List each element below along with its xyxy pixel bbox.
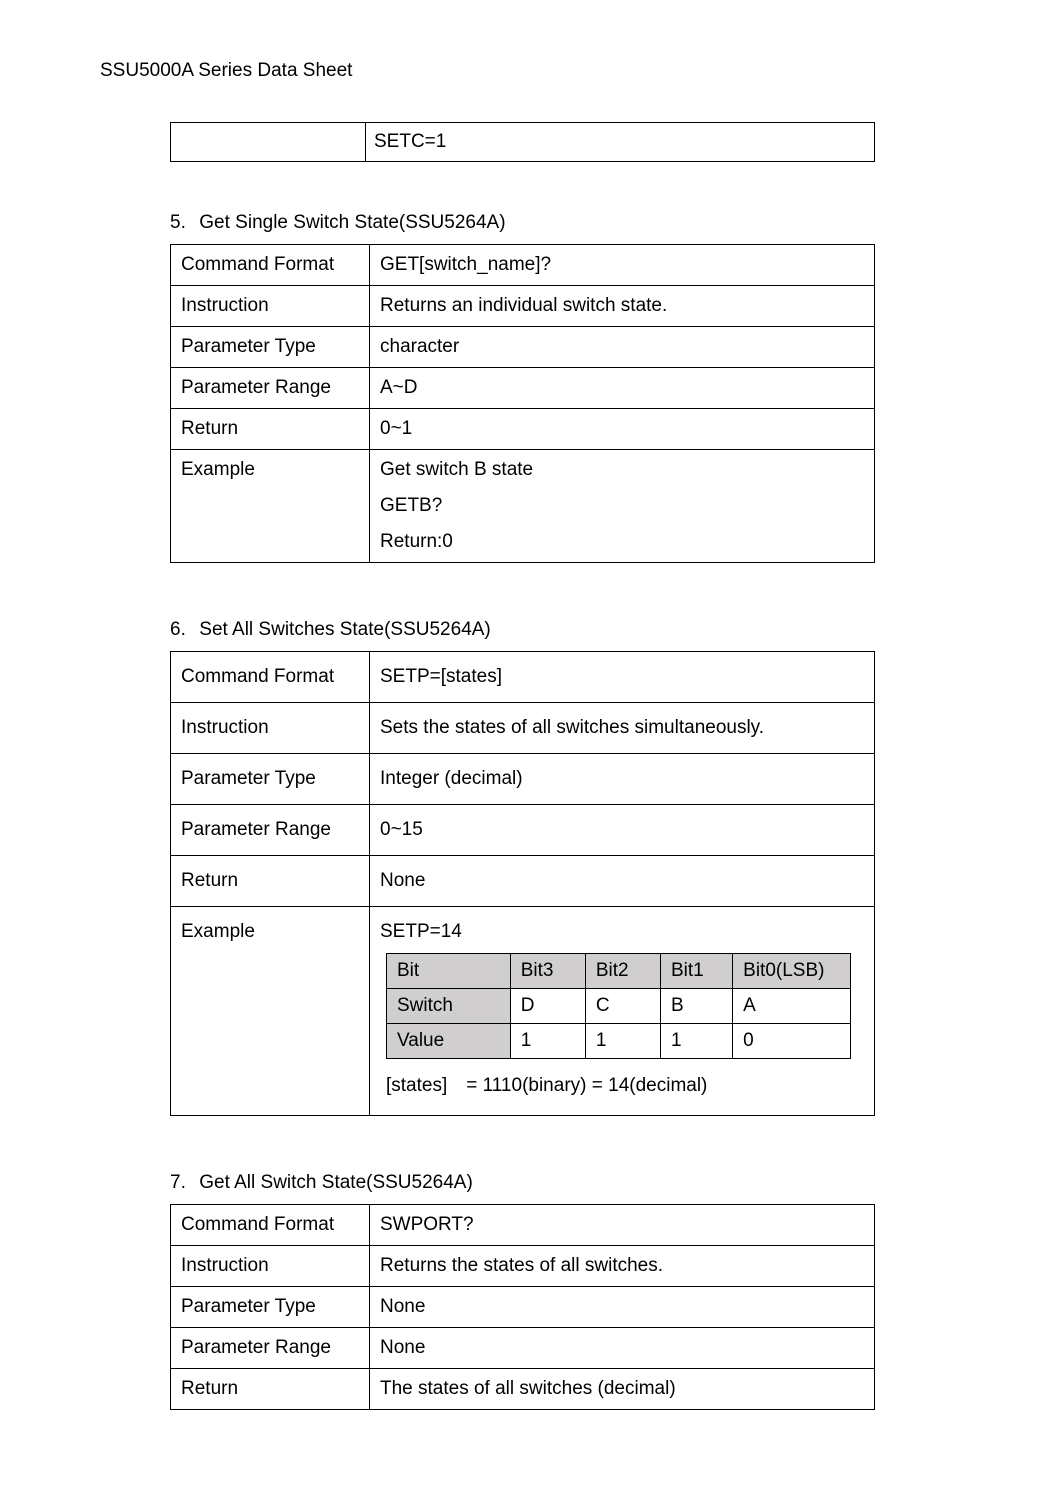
row-value: GET[switch_name]? <box>370 245 875 286</box>
row-value: Get switch B state GETB? Return:0 <box>370 450 875 563</box>
page-content: SETC=1 5. Get Single Switch State(SSU526… <box>170 122 875 1410</box>
bit-header-cell: Bit1 <box>660 954 732 989</box>
row-label: Return <box>171 1369 370 1410</box>
bit-header-cell: Bit0(LSB) <box>733 954 850 989</box>
row-value: A~D <box>370 368 875 409</box>
row-label: Example <box>171 450 370 563</box>
bit-cell: Value <box>387 1024 511 1059</box>
table-row: Example Get switch B state GETB? Return:0 <box>171 450 875 563</box>
row-label: Parameter Type <box>171 754 370 805</box>
table-row: Value1110 <box>387 1024 851 1059</box>
row-label: Parameter Type <box>171 327 370 368</box>
bit-cell: 1 <box>510 1024 585 1059</box>
table-row: Command FormatSETP=[states] <box>171 652 875 703</box>
table-row: Command FormatSWPORT? <box>171 1205 875 1246</box>
row-value: character <box>370 327 875 368</box>
example-line: Return:0 <box>380 531 864 553</box>
row-label: Parameter Range <box>171 1328 370 1369</box>
section-number: 5. <box>170 212 194 234</box>
row-value: Returns an individual switch state. <box>370 286 875 327</box>
command-table: Command FormatSETP=[states]InstructionSe… <box>170 651 875 1116</box>
table-row: InstructionReturns the states of all swi… <box>171 1246 875 1287</box>
row-value: 0~1 <box>370 409 875 450</box>
row-value: None <box>370 1287 875 1328</box>
document-page: SSU5000A Series Data Sheet SETC=1 5. Get… <box>0 0 1060 1498</box>
command-table: Command FormatGET[switch_name]?Instructi… <box>170 244 875 563</box>
section-title-text: Get Single Switch State(SSU5264A) <box>194 212 506 233</box>
bit-header-cell: Bit3 <box>510 954 585 989</box>
bit-cell: Switch <box>387 989 511 1024</box>
top-fragment-table: SETC=1 <box>170 122 875 162</box>
table-row: ExampleSETP=14BitBit3Bit2Bit1Bit0(LSB)Sw… <box>171 907 875 1116</box>
row-value: SETP=14BitBit3Bit2Bit1Bit0(LSB)SwitchDCB… <box>370 907 875 1116</box>
row-value: Integer (decimal) <box>370 754 875 805</box>
row-label: Return <box>171 409 370 450</box>
row-value: 0~15 <box>370 805 875 856</box>
row-label: Parameter Range <box>171 805 370 856</box>
table-row: Return0~1 <box>171 409 875 450</box>
table-row: ReturnThe states of all switches (decima… <box>171 1369 875 1410</box>
bit-table: BitBit3Bit2Bit1Bit0(LSB)SwitchDCBAValue1… <box>386 953 851 1059</box>
example-line: GETB? <box>380 495 864 517</box>
table-row: SwitchDCBA <box>387 989 851 1024</box>
section-number: 7. <box>170 1172 194 1194</box>
table-row: Parameter Typecharacter <box>171 327 875 368</box>
section-title-text: Get All Switch State(SSU5264A) <box>194 1172 473 1193</box>
section-title: 6. Set All Switches State(SSU5264A) <box>170 619 875 641</box>
bit-cell: 1 <box>585 1024 660 1059</box>
table-row: Parameter TypeInteger (decimal) <box>171 754 875 805</box>
row-value: None <box>370 1328 875 1369</box>
bit-header-cell: Bit2 <box>585 954 660 989</box>
row-value: Sets the states of all switches simultan… <box>370 703 875 754</box>
table-row: Parameter TypeNone <box>171 1287 875 1328</box>
table-row: SETC=1 <box>171 123 875 162</box>
row-value: Returns the states of all switches. <box>370 1246 875 1287</box>
table-row: Parameter Range0~15 <box>171 805 875 856</box>
row-label: Instruction <box>171 703 370 754</box>
table-row: Parameter RangeNone <box>171 1328 875 1369</box>
row-label: Instruction <box>171 1246 370 1287</box>
setp-line: SETP=14 <box>380 921 864 943</box>
row-value: SWPORT? <box>370 1205 875 1246</box>
table-row: InstructionSets the states of all switch… <box>171 703 875 754</box>
states-line: [states] = 1110(binary) = 14(decimal) <box>386 1075 864 1097</box>
fragment-value-cell: SETC=1 <box>366 123 875 162</box>
bit-cell: A <box>733 989 850 1024</box>
row-value: None <box>370 856 875 907</box>
row-label: Example <box>171 907 370 1116</box>
bit-header-cell: Bit <box>387 954 511 989</box>
bit-cell: D <box>510 989 585 1024</box>
example-line: Get switch B state <box>380 459 864 481</box>
row-label: Command Format <box>171 1205 370 1246</box>
row-label: Command Format <box>171 652 370 703</box>
row-label: Instruction <box>171 286 370 327</box>
command-table: Command FormatSWPORT?InstructionReturns … <box>170 1204 875 1410</box>
bit-cell: B <box>660 989 732 1024</box>
table-row: BitBit3Bit2Bit1Bit0(LSB) <box>387 954 851 989</box>
row-label: Parameter Type <box>171 1287 370 1328</box>
row-label: Return <box>171 856 370 907</box>
section-title: 7. Get All Switch State(SSU5264A) <box>170 1172 875 1194</box>
table-row: ReturnNone <box>171 856 875 907</box>
table-row: InstructionReturns an individual switch … <box>171 286 875 327</box>
row-label: Parameter Range <box>171 368 370 409</box>
section-title: 5. Get Single Switch State(SSU5264A) <box>170 212 875 234</box>
row-value: The states of all switches (decimal) <box>370 1369 875 1410</box>
section-title-text: Set All Switches State(SSU5264A) <box>194 619 491 640</box>
bit-cell: 0 <box>733 1024 850 1059</box>
bit-cell: C <box>585 989 660 1024</box>
fragment-label-cell <box>171 123 366 162</box>
table-row: Parameter RangeA~D <box>171 368 875 409</box>
section-number: 6. <box>170 619 194 641</box>
row-label: Command Format <box>171 245 370 286</box>
table-row: Command FormatGET[switch_name]? <box>171 245 875 286</box>
page-header: SSU5000A Series Data Sheet <box>100 60 1000 82</box>
bit-cell: 1 <box>660 1024 732 1059</box>
row-value: SETP=[states] <box>370 652 875 703</box>
